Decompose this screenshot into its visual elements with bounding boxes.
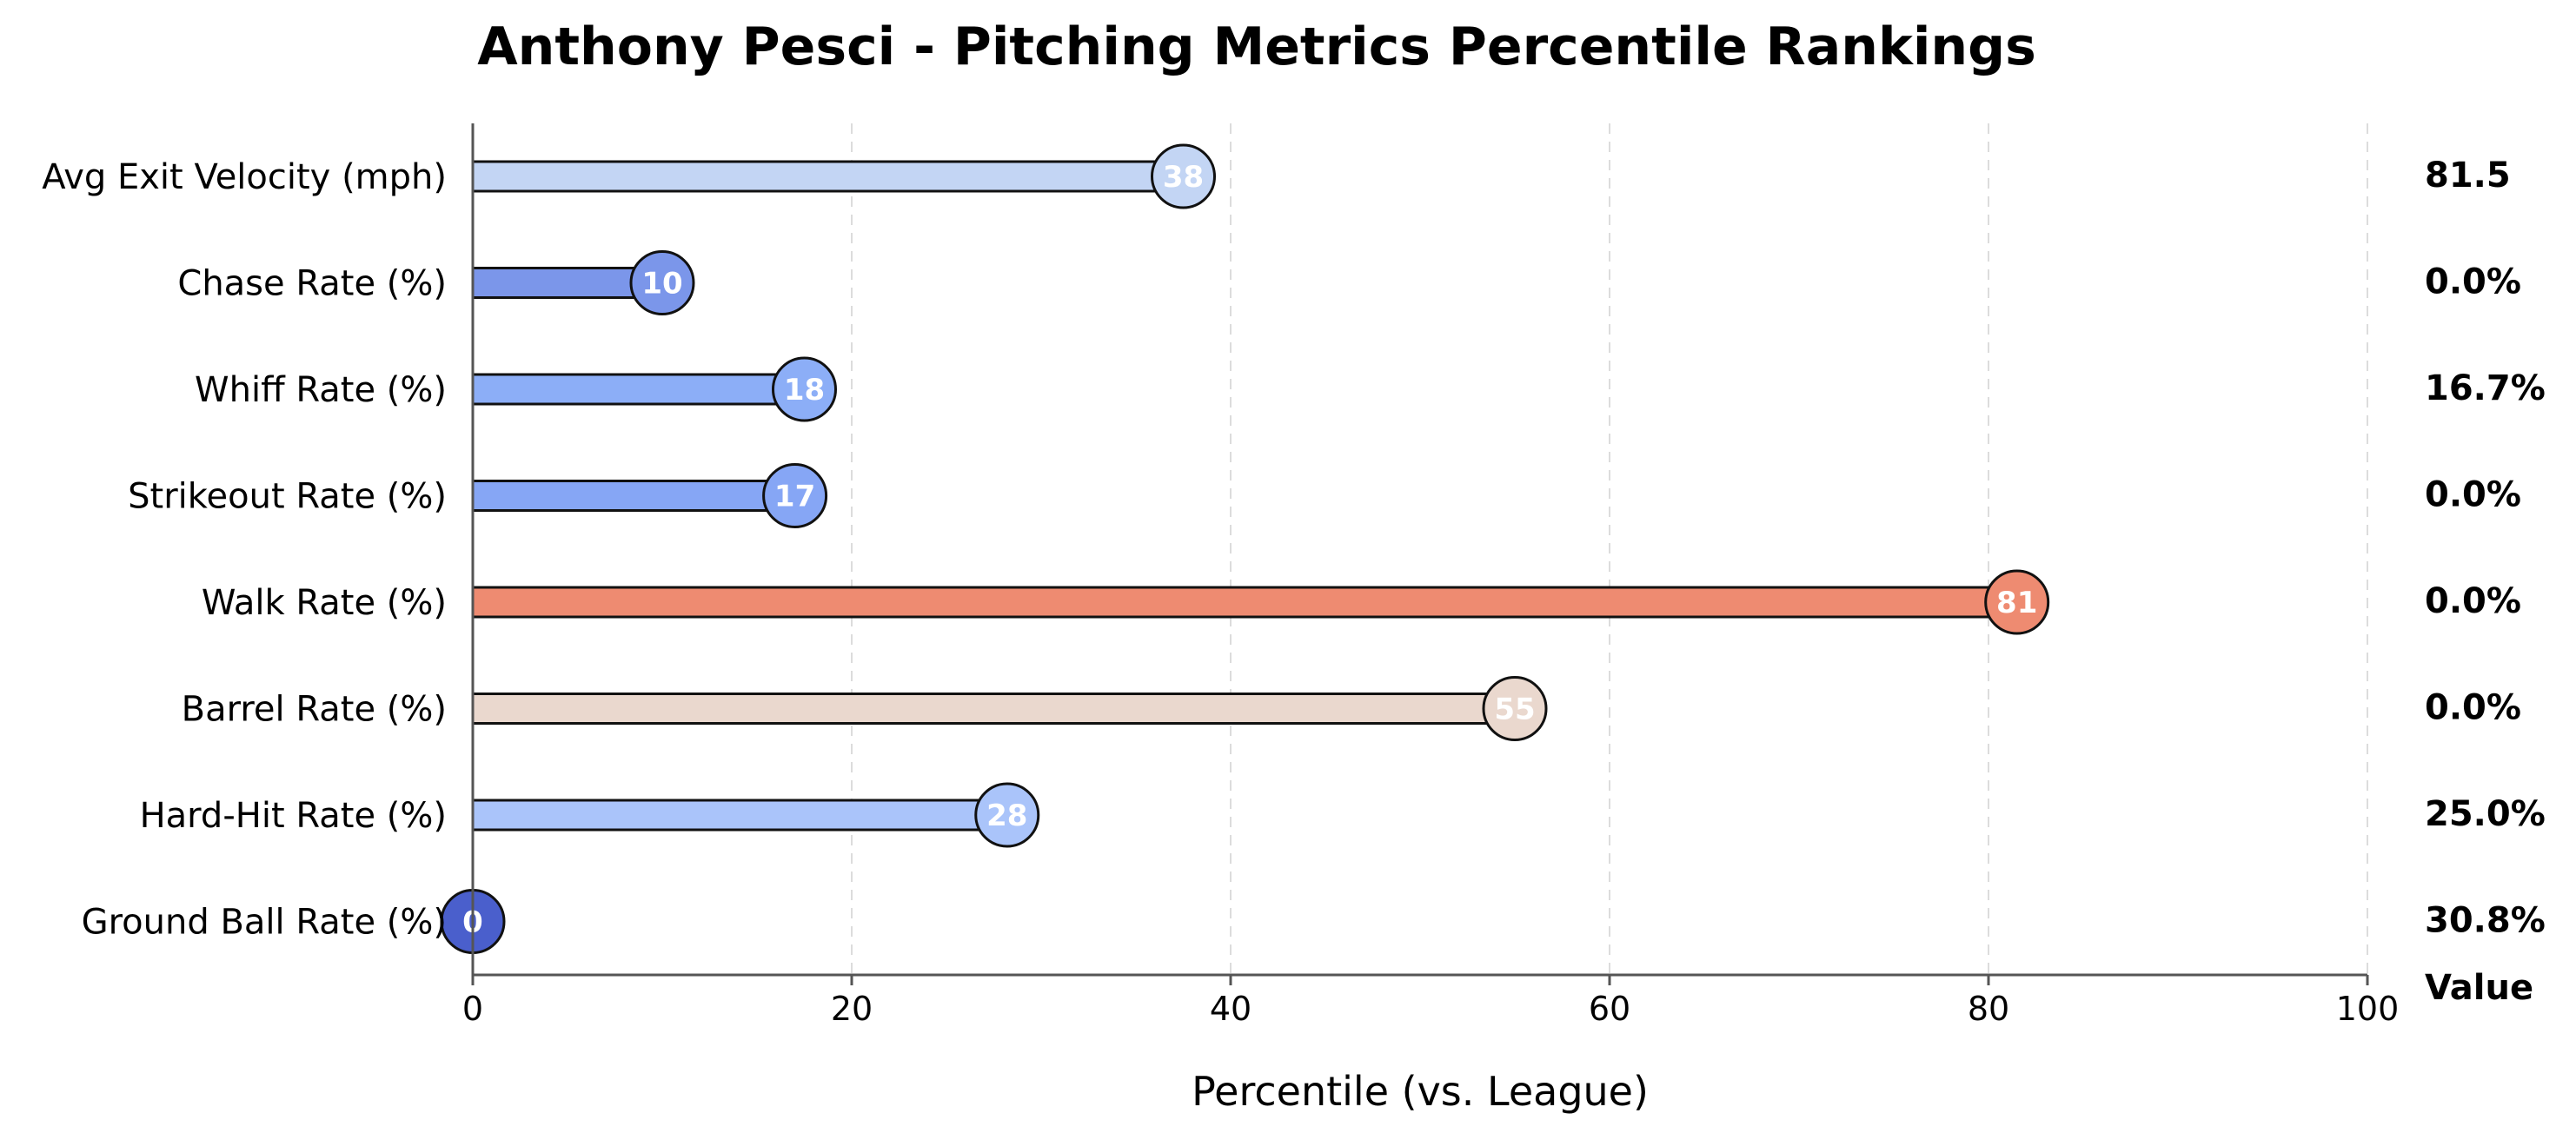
percentile-marker xyxy=(1984,569,2050,635)
category-labels-layer: Avg Exit Velocity (mph) Chase Rate (%) Whi… xyxy=(42,157,447,943)
category-label: Ground Ball Rate (%) xyxy=(82,903,447,943)
percentile-marker xyxy=(974,782,1040,848)
percentile-label: 55 xyxy=(1494,693,1535,727)
x-tick-label: 80 xyxy=(1968,990,2009,1028)
category-label: Avg Exit Velocity (mph) xyxy=(42,157,447,197)
percentile-marker xyxy=(762,463,828,528)
category-label: Strikeout Rate (%) xyxy=(128,477,447,517)
category-label: Walk Rate (%) xyxy=(202,583,447,623)
percentile-label: 38 xyxy=(1163,160,1204,195)
stat-value: 0.0% xyxy=(2425,688,2521,728)
percentile-label: 18 xyxy=(784,373,825,408)
bar xyxy=(471,373,806,406)
stat-value: 0.0% xyxy=(2425,581,2521,621)
bar xyxy=(471,693,1517,725)
percentile-marker xyxy=(1151,143,1216,209)
grid-lines xyxy=(851,123,2368,975)
percentile-marker xyxy=(629,250,695,315)
x-tick-label: 20 xyxy=(831,990,873,1028)
category-label: Barrel Rate (%) xyxy=(182,690,447,730)
value-column-header: Value xyxy=(2425,968,2533,1008)
category-label: Chase Rate (%) xyxy=(177,264,447,304)
category-label: Whiff Rate (%) xyxy=(195,370,447,410)
bar xyxy=(471,586,2019,619)
bar xyxy=(471,160,1185,193)
stat-value: 25.0% xyxy=(2425,794,2546,834)
bar xyxy=(471,480,797,512)
stat-value: 16.7% xyxy=(2425,368,2546,408)
x-tick-label: 60 xyxy=(1589,990,1630,1028)
percentile-marker xyxy=(1482,676,1548,741)
x-tick-label: 100 xyxy=(2336,990,2400,1028)
percentile-marker xyxy=(772,356,837,422)
bar xyxy=(471,799,1009,832)
stat-values-layer: 81.5 0.0% 16.7% 0.0% 0.0% 0.0% 25.0% 30.8% xyxy=(2425,156,2546,941)
category-label: Hard-Hit Rate (%) xyxy=(140,796,447,836)
axes-layer xyxy=(471,123,2367,977)
percentile-label: 28 xyxy=(986,799,1027,833)
stat-value: 30.8% xyxy=(2425,901,2546,941)
percentile-label: 17 xyxy=(774,480,815,514)
chart-title: Anthony Pesci - Pitching Metrics Percent… xyxy=(477,17,2036,77)
percentile-label: 81 xyxy=(1996,586,2037,620)
x-tick-label: 0 xyxy=(462,990,483,1028)
x-tick-label: 40 xyxy=(1210,990,1251,1028)
stat-value: 0.0% xyxy=(2425,262,2521,302)
stat-value: 81.5 xyxy=(2425,156,2511,196)
x-ticks-layer: 0 20 40 60 80 100 xyxy=(462,975,2399,1028)
stat-value: 0.0% xyxy=(2425,475,2521,515)
x-axis-label: Percentile (vs. League) xyxy=(1192,1068,1649,1115)
percentile-label: 10 xyxy=(641,267,682,302)
